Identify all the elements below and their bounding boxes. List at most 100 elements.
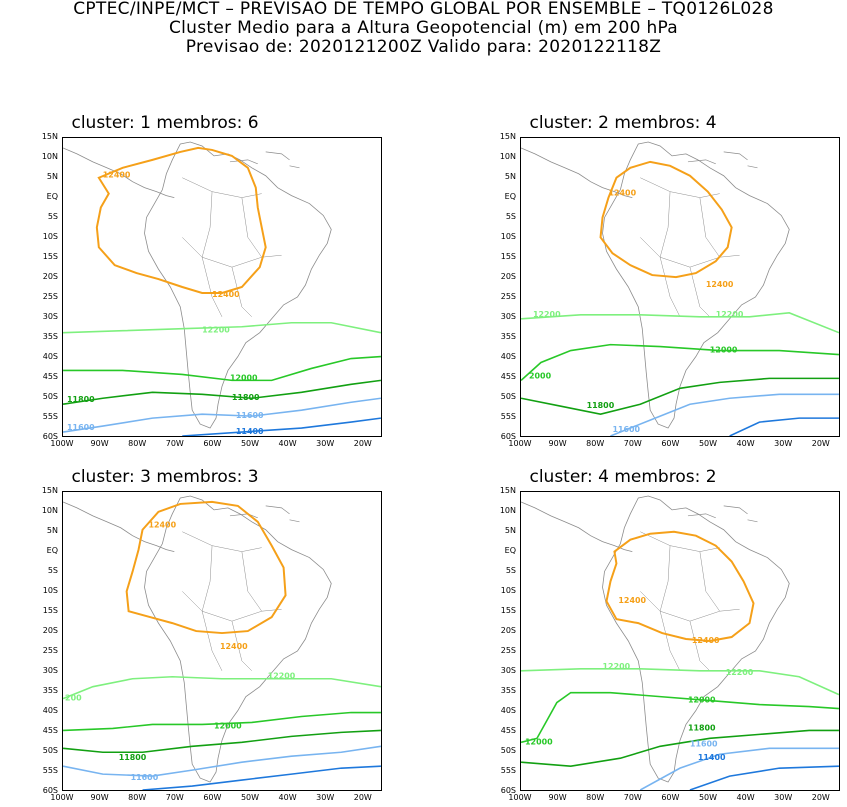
longitude-label: 30W — [316, 439, 335, 448]
longitude-label: 20W — [811, 439, 830, 448]
contour-label-12000: 12000 — [230, 373, 258, 382]
contour-12200 — [63, 675, 381, 700]
longitude-label: 80W — [586, 793, 605, 802]
latitude-label: 60S — [42, 432, 58, 441]
contour-label-12200: 12200 — [202, 326, 230, 335]
contour-12400 — [95, 146, 267, 294]
longitude-label: 80W — [586, 439, 605, 448]
longitude-label: 70W — [165, 439, 184, 448]
longitude-label: 90W — [548, 793, 567, 802]
longitude-label: 100W — [508, 439, 532, 448]
latitude-label: 15N — [41, 486, 58, 495]
longitude-label: 60W — [203, 439, 222, 448]
contour-label-12400: 12400 — [618, 596, 646, 605]
caribbean-islands — [687, 151, 758, 169]
latitude-label: 5S — [505, 566, 516, 575]
contour-label-11600: 11600 — [690, 739, 718, 748]
cluster-panel-4: cluster: 4 membros: 2 12400 12400 12200 122… — [458, 467, 840, 807]
longitude-label: 90W — [548, 439, 567, 448]
latitude-label: 60S — [42, 786, 58, 795]
longitude-label: 30W — [774, 793, 793, 802]
latitude-label: 20S — [500, 272, 516, 281]
contour-label-12200: 12200 — [716, 310, 744, 319]
caribbean-islands — [687, 505, 758, 523]
contour-label-12000: 12000 — [688, 696, 716, 705]
latitude-label: EQ — [504, 546, 516, 555]
south-america-coastline — [144, 141, 332, 429]
longitude-label: 20W — [811, 793, 830, 802]
latitude-label: 50S — [500, 392, 516, 401]
longitude-label: 70W — [623, 793, 642, 802]
longitude-label: 70W — [165, 793, 184, 802]
latitude-label: 45S — [500, 726, 516, 735]
longitude-label: 60W — [661, 439, 680, 448]
latitude-label: 15S — [500, 606, 516, 615]
contour-label-11800: 11800 — [67, 395, 95, 404]
contour-label-12400: 12400 — [103, 171, 131, 180]
panel-title: cluster: 4 membros: 2 — [529, 467, 717, 487]
contour-label-11600: 11600 — [131, 773, 159, 782]
latitude-label: 30S — [500, 666, 516, 675]
longitude-label: 40W — [278, 439, 297, 448]
central-america-coastline — [521, 501, 633, 552]
map-frame: 12400 12400 12200 12200 12000 12000 11800 11600… — [520, 491, 840, 791]
latitude-label: 10S — [42, 232, 58, 241]
latitude-label: 45S — [42, 372, 58, 381]
longitude-label: 40W — [736, 439, 755, 448]
contour-label-12200: 12200 — [533, 310, 561, 319]
latitude-label: 15S — [42, 606, 58, 615]
contour-12200 — [63, 321, 381, 334]
latitude-label: 55S — [500, 766, 516, 775]
central-america-coastline — [63, 501, 175, 552]
south-america-coastline — [144, 495, 332, 783]
header-title: CPTEC/INPE/MCT – PREVISAO DE TEMPO GLOBA… — [73, 0, 774, 19]
cluster-panel-1: cluster: 1 membros: 6 12400 12400 12200 120… — [0, 113, 382, 453]
longitude-label: 90W — [90, 439, 109, 448]
latitude-label: 35S — [500, 686, 516, 695]
longitude-label: 100W — [50, 793, 74, 802]
contour-label-12000: 12000 — [214, 721, 242, 730]
contour-11800 — [63, 379, 381, 405]
latitude-label: 60S — [500, 786, 516, 795]
latitude-label: 10S — [42, 586, 58, 595]
latitude-label: 40S — [500, 706, 516, 715]
contour-label-11400: 11400 — [236, 427, 264, 436]
contour-11600 — [63, 397, 381, 433]
map-canvas: 12400 12400 12200 200 12000 11800 11600 — [63, 495, 381, 790]
longitude-label: 50W — [240, 439, 260, 448]
contour-11400 — [142, 765, 381, 790]
latitude-label: 10S — [500, 586, 516, 595]
latitude-label: 55S — [42, 766, 58, 775]
latitude-label: 5N — [46, 172, 58, 181]
longitude-label: 80W — [128, 793, 147, 802]
latitude-label: 20S — [42, 272, 58, 281]
contour-label-11800: 11800 — [119, 753, 147, 762]
contour-label-11800: 11800 — [232, 393, 260, 402]
latitude-label: 50S — [42, 746, 58, 755]
latitude-label: 15S — [42, 252, 58, 261]
latitude-label: 5N — [504, 172, 516, 181]
south-america-coastline — [602, 141, 790, 429]
latitude-label: 30S — [42, 312, 58, 321]
latitude-label: 25S — [500, 646, 516, 655]
longitude-label: 60W — [203, 793, 222, 802]
contour-label-11400: 11400 — [698, 753, 726, 762]
latitude-label: 20S — [500, 626, 516, 635]
contour-label-12200: 12200 — [603, 662, 631, 671]
contour-label-12400: 12400 — [220, 642, 248, 651]
longitude-label: 30W — [774, 439, 793, 448]
latitude-label: 15N — [499, 132, 516, 141]
contour-11600 — [610, 393, 839, 436]
latitude-label: 15N — [499, 486, 516, 495]
latitude-label: 10S — [500, 232, 516, 241]
header-subtitle: Cluster Medio para a Altura Geopotencial… — [168, 18, 679, 38]
longitude-label: 40W — [278, 793, 297, 802]
central-america-coastline — [63, 147, 175, 198]
latitude-label: 15S — [500, 252, 516, 261]
latitude-label: 45S — [500, 372, 516, 381]
contour-12200 — [521, 312, 839, 334]
contour-12400 — [605, 530, 755, 643]
latitude-label: 60S — [500, 432, 516, 441]
country-borders — [182, 177, 282, 317]
latitude-label: 40S — [42, 352, 58, 361]
